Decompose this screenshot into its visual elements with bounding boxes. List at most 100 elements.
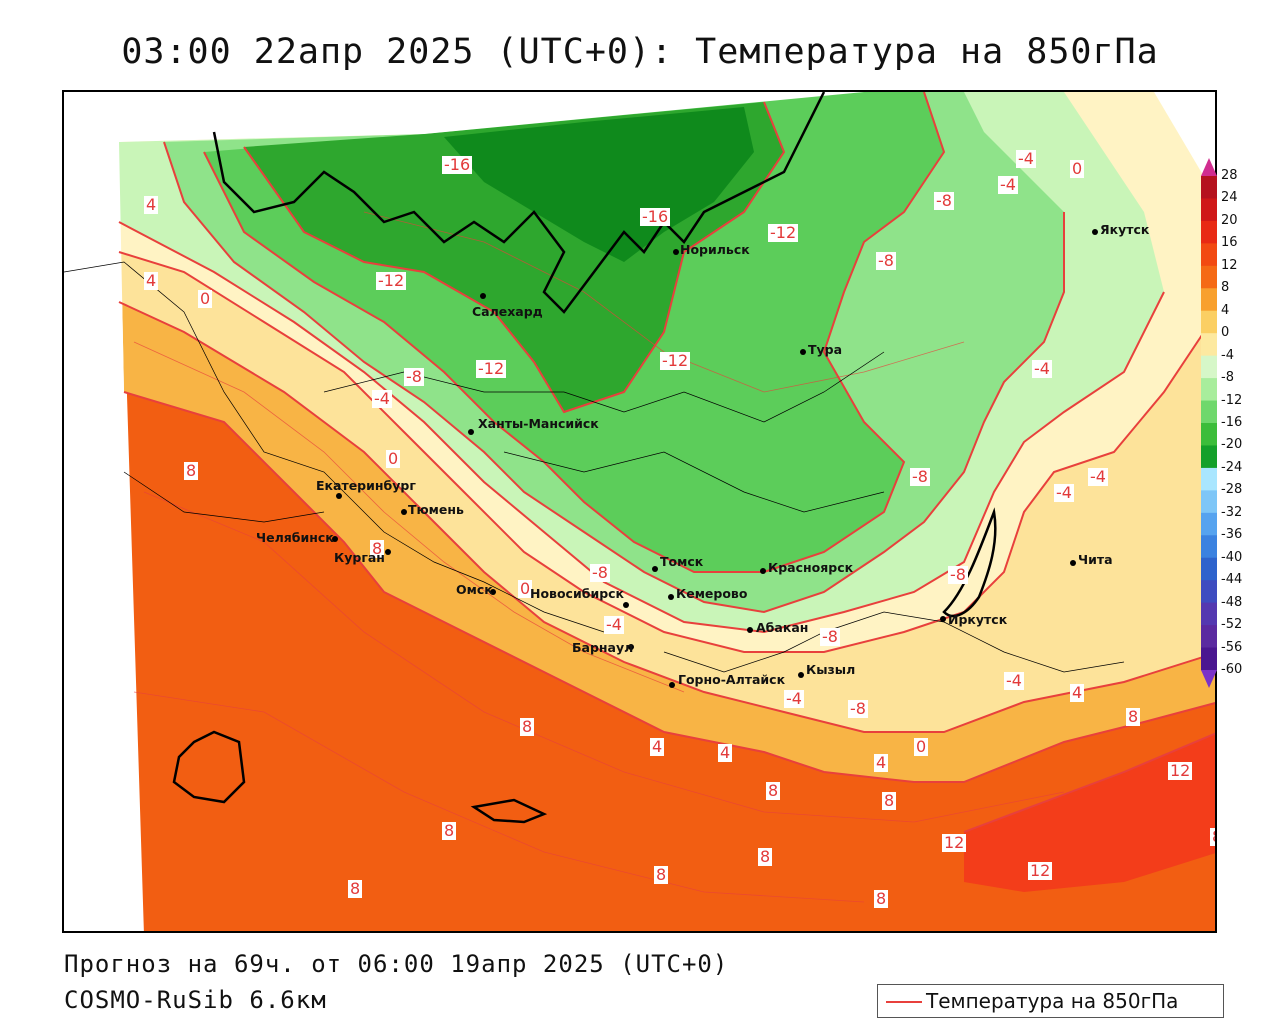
colorbar-tick-label: -4 (1221, 348, 1234, 363)
colorbar-top-arrow (1201, 158, 1217, 176)
colorbar-swatch (1201, 648, 1217, 671)
contour-label: 8 (1210, 828, 1217, 846)
contour-label: 12 (1028, 862, 1052, 880)
city-label: Кызыл (806, 662, 855, 677)
contour-label: -8 (848, 700, 868, 718)
city-label: Красноярск (768, 560, 853, 575)
legend-label: Температура на 850гПа (926, 989, 1178, 1013)
contour-label: -4 (998, 176, 1018, 194)
city-marker (623, 602, 629, 608)
colorbar-tick-label: 4 (1221, 303, 1229, 318)
contour-label: -8 (934, 192, 954, 210)
city-label: Кемерово (676, 586, 747, 601)
contour-label: -4 (372, 390, 392, 408)
city-label: Иркутск (948, 612, 1007, 627)
contour-label: 0 (198, 290, 212, 308)
contour-label: -8 (948, 566, 968, 584)
city-label: Челябинск (256, 530, 334, 545)
contour-label: 12 (1168, 762, 1192, 780)
city-label: Тюмень (408, 502, 464, 517)
contour-label: -4 (1032, 360, 1052, 378)
colorbar-swatch (1201, 176, 1217, 199)
contour-label: -12 (768, 224, 798, 242)
city-label: Салехард (472, 304, 543, 319)
contour-label: -16 (640, 208, 670, 226)
city-label: Горно-Алтайск (678, 672, 785, 687)
colorbar-tick-label: 8 (1221, 280, 1229, 295)
city-marker (668, 594, 674, 600)
contour-label: 8 (758, 848, 772, 866)
contour-label: -4 (1054, 484, 1074, 502)
city-label: Якутск (1100, 222, 1149, 237)
colorbar-tick-label: -44 (1221, 572, 1242, 587)
contour-label: -12 (476, 360, 506, 378)
city-marker (468, 429, 474, 435)
colorbar-swatch (1201, 423, 1217, 446)
contour-label: -16 (442, 156, 472, 174)
contour-label: -4 (1004, 672, 1024, 690)
city-marker (760, 568, 766, 574)
contour-label: 8 (184, 462, 198, 480)
contour-label: -12 (660, 352, 690, 370)
colorbar-swatch (1201, 490, 1217, 513)
colorbar-tick-label: -32 (1221, 505, 1242, 520)
contour-label: 0 (1070, 160, 1084, 178)
colorbar-swatch (1201, 288, 1217, 311)
city-marker (652, 566, 658, 572)
city-label: Омск (456, 582, 493, 597)
contour-label: 8 (882, 792, 896, 810)
contour-line-swatch (886, 1001, 922, 1003)
contour-label: 8 (874, 890, 888, 908)
colorbar-swatch (1201, 535, 1217, 558)
colorbar-tick-label: -8 (1221, 370, 1234, 385)
contour-label: 0 (386, 450, 400, 468)
colorbar-swatch (1201, 356, 1217, 379)
contour-label: 4 (144, 196, 158, 214)
colorbar-swatch (1201, 333, 1217, 356)
model-info: COSMO-RuSib 6.6км (64, 986, 327, 1014)
contour-label: 8 (766, 782, 780, 800)
colorbar-swatch (1201, 513, 1217, 536)
city-label: Ханты-Мансийск (478, 416, 599, 431)
city-label: Екатеринбург (316, 478, 416, 493)
colorbar-swatch (1201, 198, 1217, 221)
colorbar-tick-label: 28 (1221, 168, 1238, 183)
page-title: 03:00 22апр 2025 (UTC+0): Температура на… (0, 32, 1280, 72)
contour-label: -8 (820, 628, 840, 646)
colorbar-swatch (1201, 401, 1217, 424)
colorbar-tick-label: 20 (1221, 213, 1238, 228)
colorbar-tick-label: -60 (1221, 662, 1242, 677)
city-label: Новосибирск (530, 586, 624, 601)
city-marker (673, 249, 679, 255)
colorbar-tick-label: -16 (1221, 415, 1242, 430)
colorbar-swatch (1201, 580, 1217, 603)
city-marker (669, 682, 675, 688)
city-marker (800, 349, 806, 355)
contour-label: 8 (348, 880, 362, 898)
city-marker (1070, 560, 1076, 566)
colorbar-tick-label: -12 (1221, 393, 1242, 408)
colorbar-swatch (1201, 311, 1217, 334)
colorbar-tick-label: 12 (1221, 258, 1238, 273)
colorbar-swatch (1201, 243, 1217, 266)
colorbar-swatch (1201, 468, 1217, 491)
contour-label: 12 (942, 834, 966, 852)
contour-label: 0 (914, 738, 928, 756)
forecast-info: Прогноз на 69ч. от 06:00 19апр 2025 (UTC… (64, 950, 728, 978)
contour-label: 8 (442, 822, 456, 840)
city-label: Томск (660, 554, 703, 569)
colorbar-swatch (1201, 603, 1217, 626)
map-frame[interactable]: -16 -16 -12 -12 -12 -12 -8 -8 -8 -8 -8 -… (62, 90, 1217, 933)
contour-label: -4 (1016, 150, 1036, 168)
city-label: Тура (808, 342, 842, 357)
contour-label: 8 (520, 718, 534, 736)
colorbar-tick-label: -40 (1221, 550, 1242, 565)
colorbar-swatch (1201, 558, 1217, 581)
contour-label: -8 (404, 368, 424, 386)
contour-label: -8 (910, 468, 930, 486)
colorbar-tick-label: -20 (1221, 437, 1242, 452)
city-marker (940, 616, 946, 622)
contour-label: 8 (654, 866, 668, 884)
city-marker (336, 493, 342, 499)
temperature-colorbar (1201, 158, 1217, 688)
